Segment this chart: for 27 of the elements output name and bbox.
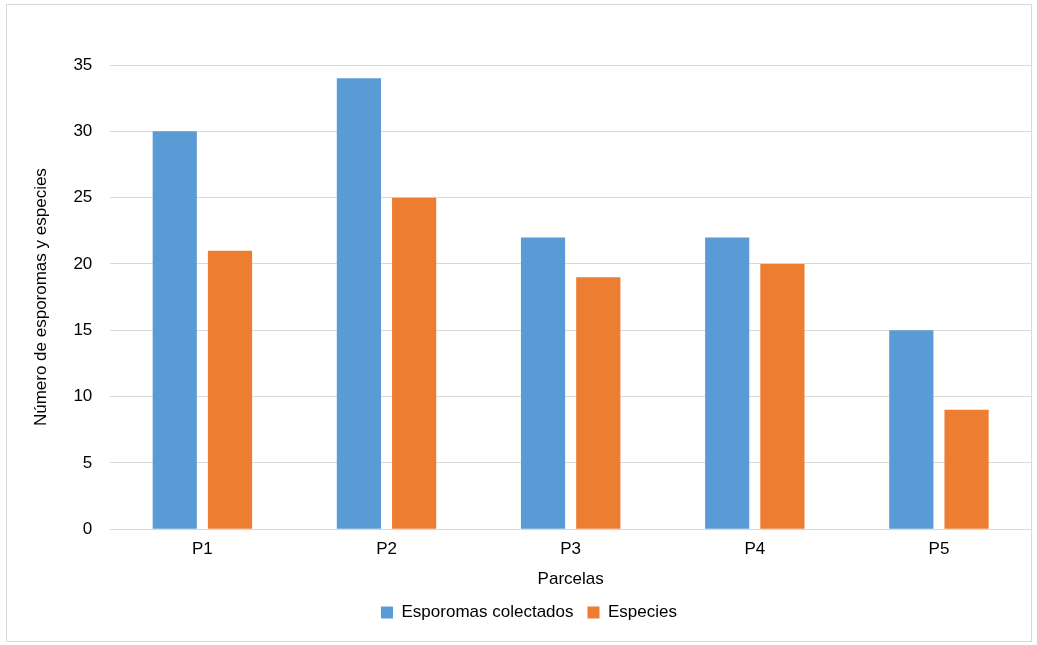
x-tick-label: P5 bbox=[928, 539, 950, 559]
bar bbox=[520, 237, 566, 529]
y-tick-label: 15 bbox=[73, 319, 93, 339]
x-tick-label: P4 bbox=[744, 539, 766, 559]
legend-label: Esporomas colectados bbox=[401, 602, 574, 622]
bar bbox=[760, 263, 805, 529]
legend-label: Especies bbox=[608, 602, 677, 622]
y-tick-label: 20 bbox=[73, 253, 93, 273]
bar bbox=[944, 409, 989, 529]
bar bbox=[705, 237, 750, 529]
y-tick-label: 35 bbox=[73, 54, 93, 74]
x-tick-label: P1 bbox=[191, 539, 213, 559]
bar bbox=[336, 78, 381, 529]
y-axis-title: Número de esporomas y especies bbox=[30, 168, 50, 427]
y-tick-label: 25 bbox=[73, 187, 93, 207]
bar bbox=[576, 277, 621, 529]
bar bbox=[392, 197, 437, 529]
y-tick-label: 10 bbox=[73, 386, 93, 406]
x-tick-label: P2 bbox=[376, 539, 397, 559]
bar bbox=[889, 330, 934, 529]
bar bbox=[207, 250, 253, 529]
x-axis-title: Parcelas bbox=[537, 569, 604, 589]
y-tick-label: 30 bbox=[73, 121, 93, 140]
x-tick-label: P3 bbox=[560, 539, 582, 559]
bar bbox=[152, 131, 197, 529]
y-tick-label: 5 bbox=[82, 452, 93, 472]
y-tick-label: 0 bbox=[82, 518, 93, 538]
